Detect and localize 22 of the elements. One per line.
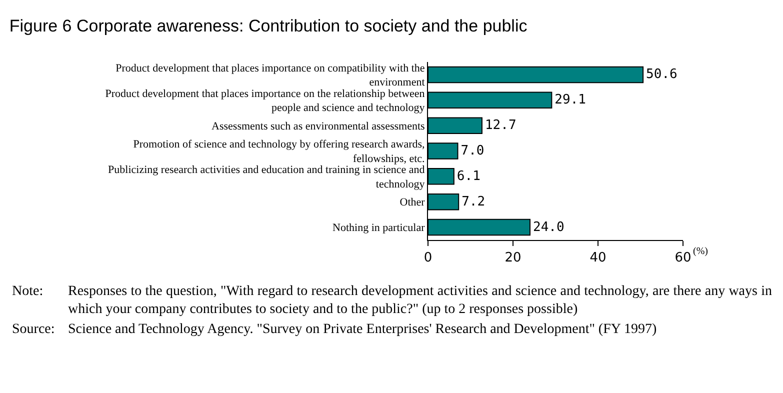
x-tick-label: 40 — [590, 250, 606, 266]
text: Note: Responses to the question, "With regard to research development activities and science and technology, are there any ways in which your company contributes to society and to the public?" (up to 2 responses possible) — [12, 284, 772, 317]
y-tick-label: Nothing in particular — [332, 222, 426, 234]
data-label: 7.0 — [460, 144, 484, 158]
y-tick-label: Assessments such as environmental assessments — [212, 120, 425, 132]
y-tick-label: Publicizing research activities and education and training in science and technology — [108, 164, 426, 190]
text: Figure 6 Corporate awareness: Contribution to society and the public — [9, 16, 528, 36]
x-tick-label: 20 — [504, 250, 522, 266]
data-label: 12.7 — [484, 118, 516, 134]
data-label: 7.2 — [462, 194, 486, 210]
data-label: 6.1 — [456, 168, 480, 184]
data-label: 50.6 — [646, 67, 678, 82]
data-label: 29.1 — [554, 92, 586, 108]
y-tick-label: Promotion of science and technology by offering research awards, fellowships, etc. — [133, 138, 426, 165]
data-label: 24.0 — [533, 220, 564, 235]
x-tick-label: 0 — [424, 250, 432, 266]
x-tick-label: 60 — [674, 250, 692, 266]
x-axis-title: (%) — [693, 246, 708, 257]
y-tick-label: Product development that places importance on compatibility with the environment — [116, 62, 425, 89]
y-tick-label: Other — [400, 196, 426, 209]
source-note: Source: Science and Technology Agency. "Survey on Private Enterprises' Research and Development" (FY 1997) — [12, 321, 657, 339]
y-tick-label: Product development that places importance on the relationship between people and science and technology — [105, 88, 426, 114]
